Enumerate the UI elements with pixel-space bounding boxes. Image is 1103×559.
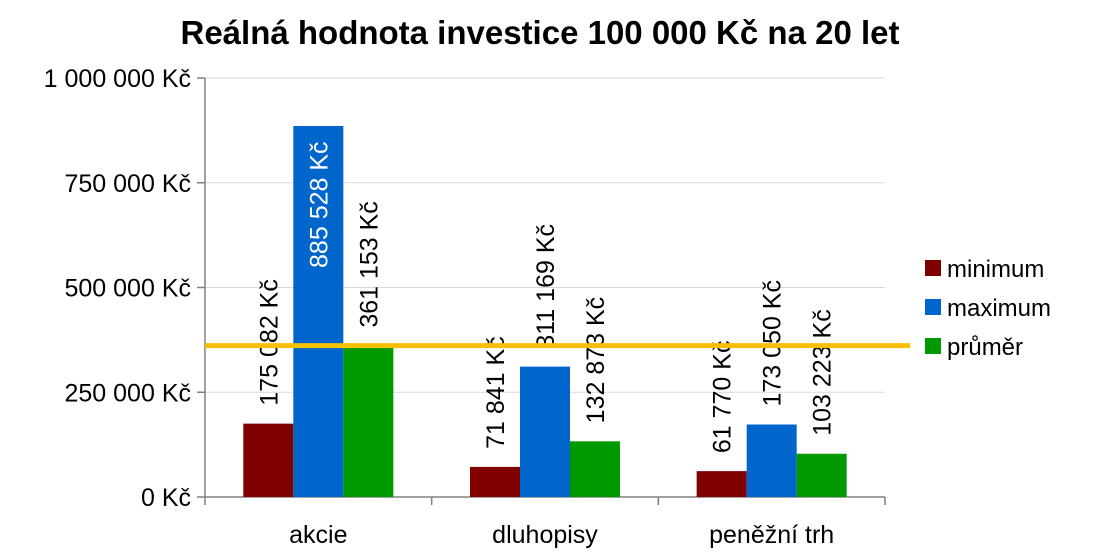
y-tick-label: 750 000 Kč (65, 170, 192, 198)
legend-swatch-prumer (925, 338, 941, 354)
x-tick-label: peněžní trh (709, 521, 834, 549)
data-labels: 175 082 Kč 885 528 Kč 361 153 Kč 71 841 Kč 3… (255, 141, 836, 453)
bar-maximum-akcie (293, 125, 344, 497)
data-label-maximum-akcie: 885 528 Kč (305, 141, 333, 268)
legend-label-prumer: průměr (947, 334, 1023, 361)
y-tick-label: 0 Kč (141, 484, 191, 512)
bar-prumer-akcie (343, 345, 394, 497)
y-tick-label: 250 000 Kč (65, 379, 192, 407)
data-label-maximum-dluhopisy: 311 169 Kč (532, 224, 560, 349)
bar-minimum-akcie (243, 423, 294, 497)
y-axis-tick-labels: 0 Kč 250 000 Kč 500 000 Kč 750 000 Kč 1 000 … (44, 65, 191, 512)
legend: minimum maximum průměr (925, 256, 1051, 361)
x-tick-label: akcie (289, 521, 347, 549)
data-label-minimum-akcie: 175 082 Kč (255, 279, 283, 406)
bar-prumer-penezni-trh (796, 453, 847, 497)
y-tick-label: 1 000 000 Kč (44, 65, 191, 93)
legend-label-minimum: minimum (947, 256, 1044, 283)
bar-maximum-dluhopisy (520, 366, 570, 497)
data-label-minimum-penezni-trh: 61 770 Kč (709, 341, 737, 454)
legend-swatch-minimum (925, 260, 941, 276)
bar-maximum-penezni-trh (746, 424, 797, 497)
bar-minimum-penezni-trh (696, 471, 747, 497)
bars (243, 125, 847, 497)
data-label-prumer-penezni-trh: 103 223 Kč (809, 309, 837, 436)
legend-swatch-maximum (925, 299, 941, 315)
x-tick-label: dluhopisy (492, 521, 598, 549)
legend-label-maximum: maximum (947, 295, 1051, 322)
y-tick-label: 500 000 Kč (65, 275, 192, 303)
chart-title: Reálná hodnota investice 100 000 Kč na 2… (181, 14, 900, 51)
x-axis-tick-labels: akcie dluhopisy peněžní trh (289, 521, 834, 549)
data-label-prumer-dluhopisy: 132 873 Kč (582, 297, 610, 424)
data-label-minimum-dluhopisy: 71 841 Kč (482, 336, 510, 449)
data-label-prumer-akcie: 361 153 Kč (355, 201, 383, 328)
bar-prumer-dluhopisy (570, 441, 620, 497)
bar-minimum-dluhopisy (470, 466, 520, 497)
